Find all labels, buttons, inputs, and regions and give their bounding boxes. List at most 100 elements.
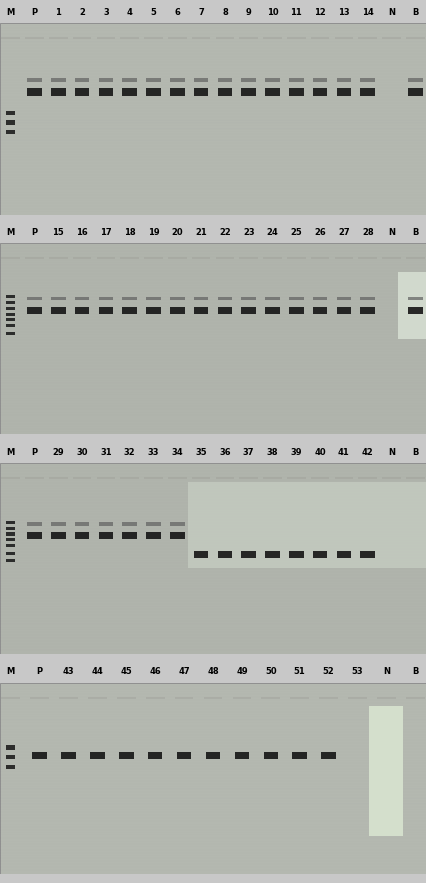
Bar <box>406 37 425 39</box>
Bar <box>382 477 401 479</box>
Bar <box>144 37 163 39</box>
Bar <box>144 477 163 479</box>
Bar <box>408 78 423 82</box>
Text: B: B <box>412 668 418 676</box>
Text: 19: 19 <box>148 228 159 237</box>
Bar <box>25 257 44 259</box>
Bar <box>242 88 256 95</box>
Text: 53: 53 <box>352 668 363 676</box>
Bar <box>192 477 210 479</box>
Text: 39: 39 <box>291 448 302 457</box>
Text: N: N <box>388 8 395 17</box>
Bar <box>61 752 76 759</box>
Text: 2: 2 <box>79 8 85 17</box>
Bar <box>313 306 327 313</box>
Text: 42: 42 <box>362 448 374 457</box>
Bar <box>75 297 89 300</box>
Bar <box>122 88 137 95</box>
Bar <box>235 752 249 759</box>
Bar <box>6 532 15 535</box>
Text: B: B <box>412 228 418 237</box>
Bar <box>6 306 15 310</box>
Bar <box>6 538 15 541</box>
Bar <box>242 297 256 300</box>
Bar <box>242 551 256 558</box>
Bar <box>122 78 137 82</box>
Bar <box>170 306 184 313</box>
Text: P: P <box>37 668 43 676</box>
Bar <box>319 697 338 698</box>
Bar <box>170 88 184 95</box>
Bar <box>265 78 280 82</box>
Bar <box>287 257 306 259</box>
Text: B: B <box>412 8 418 17</box>
Bar <box>239 37 258 39</box>
Bar <box>194 306 208 313</box>
Bar <box>334 257 353 259</box>
Bar <box>117 697 135 698</box>
Text: 26: 26 <box>314 228 326 237</box>
Bar <box>242 78 256 82</box>
Text: M: M <box>6 8 15 17</box>
Bar <box>32 752 47 759</box>
Bar <box>51 523 66 526</box>
Text: 4: 4 <box>127 8 132 17</box>
Text: 32: 32 <box>124 448 135 457</box>
Bar <box>265 306 280 313</box>
Bar <box>291 697 309 698</box>
Bar <box>49 37 68 39</box>
Bar <box>263 257 282 259</box>
Bar <box>51 88 66 95</box>
Text: 23: 23 <box>243 228 254 237</box>
Bar <box>218 551 232 558</box>
Bar <box>73 477 92 479</box>
Bar <box>27 306 42 313</box>
Bar <box>6 332 15 335</box>
Bar <box>75 78 89 82</box>
Text: 51: 51 <box>294 668 305 676</box>
Bar <box>192 37 210 39</box>
Bar <box>263 477 282 479</box>
Bar <box>192 257 210 259</box>
Text: 8: 8 <box>222 8 228 17</box>
Bar <box>408 297 423 300</box>
Bar <box>218 297 232 300</box>
Bar <box>49 257 68 259</box>
Bar <box>6 110 15 115</box>
Bar <box>175 697 193 698</box>
Text: N: N <box>388 228 395 237</box>
Text: 47: 47 <box>178 668 190 676</box>
Bar <box>264 752 278 759</box>
Bar <box>233 697 251 698</box>
Bar <box>99 78 113 82</box>
Bar <box>6 313 15 315</box>
Bar <box>406 477 425 479</box>
Bar <box>1 477 20 479</box>
Bar <box>239 257 258 259</box>
Text: 25: 25 <box>291 228 302 237</box>
Text: P: P <box>32 448 37 457</box>
Bar <box>289 306 304 313</box>
Bar <box>99 532 113 540</box>
Text: 41: 41 <box>338 448 350 457</box>
Text: 13: 13 <box>338 8 350 17</box>
Bar <box>146 297 161 300</box>
Text: N: N <box>388 448 395 457</box>
Bar <box>146 523 161 526</box>
Bar <box>6 544 15 547</box>
Bar <box>313 551 327 558</box>
Text: 35: 35 <box>195 448 207 457</box>
Bar <box>51 297 66 300</box>
Bar <box>146 88 161 95</box>
Bar <box>194 78 208 82</box>
Bar <box>293 752 307 759</box>
Bar <box>6 559 15 562</box>
Text: 30: 30 <box>76 448 88 457</box>
Bar <box>25 477 44 479</box>
Bar <box>289 78 304 82</box>
Text: 45: 45 <box>121 668 132 676</box>
Bar <box>377 697 396 698</box>
Bar <box>287 477 306 479</box>
Bar <box>263 37 282 39</box>
Text: 14: 14 <box>362 8 374 17</box>
